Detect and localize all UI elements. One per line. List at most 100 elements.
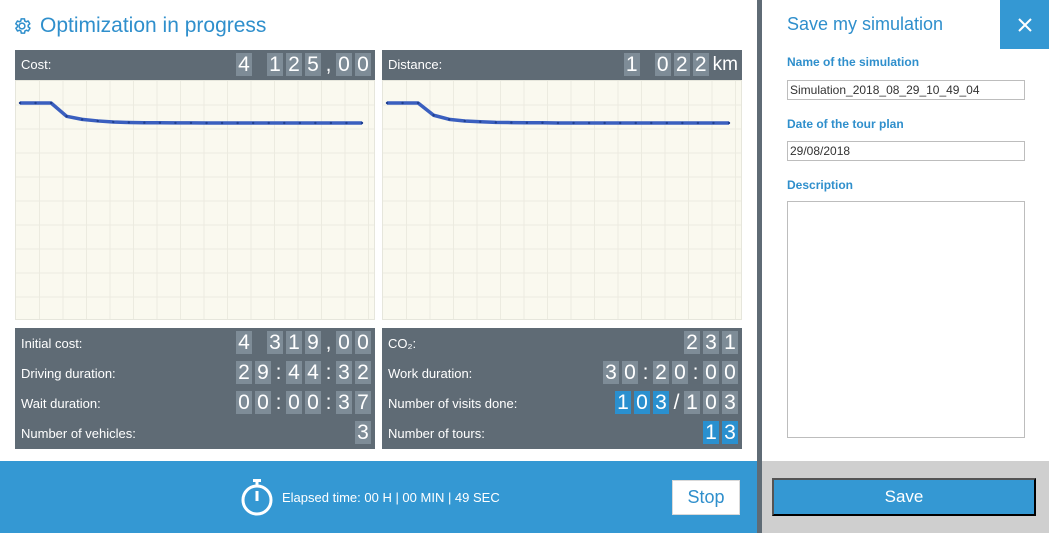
data-point	[712, 121, 715, 125]
vehicles-label: Number of vehicles:	[21, 426, 136, 441]
counter-separator: /	[673, 391, 680, 414]
visits-row: Number of visits done: 1 0 3/1 0 3	[382, 388, 742, 418]
data-point	[650, 121, 653, 125]
data-point	[205, 121, 208, 125]
data-point	[479, 120, 482, 123]
elapsed-time-text: Elapsed time: 00 H | 00 MIN | 49 SEC	[282, 489, 500, 505]
data-point	[34, 101, 37, 105]
counter-digit: 1	[286, 331, 302, 354]
simulation-name-input[interactable]	[787, 80, 1025, 100]
data-point	[618, 121, 622, 125]
data-point	[416, 101, 420, 105]
data-point	[267, 121, 270, 125]
counter-separator: ,	[325, 53, 332, 76]
panel-divider	[757, 0, 762, 533]
description-textarea[interactable]	[787, 201, 1025, 438]
vehicles-row: Number of vehicles: 3	[15, 418, 375, 448]
counter-digit: 2	[355, 361, 371, 384]
counter-digit: 0	[336, 331, 352, 354]
close-icon	[1017, 17, 1032, 32]
data-point	[525, 121, 529, 124]
distance-chart	[382, 80, 742, 320]
distance-label: Distance:	[388, 57, 443, 72]
counter-digit: 3	[653, 391, 669, 414]
counter-separator: ,	[325, 331, 332, 354]
data-point	[572, 121, 575, 125]
counter-separator: :	[642, 361, 649, 384]
counter-digit: 2	[236, 361, 252, 384]
stopwatch-icon	[241, 479, 273, 516]
counter-digit: 1	[722, 331, 738, 354]
counter-separator: :	[692, 361, 699, 384]
counter-digit: 3	[703, 331, 719, 354]
work-duration-label: Work duration:	[388, 366, 473, 381]
driving-duration-label: Driving duration:	[21, 366, 116, 381]
co2-label: CO₂:	[388, 336, 417, 351]
data-point	[18, 101, 22, 105]
data-point	[432, 114, 435, 117]
data-point	[603, 121, 606, 125]
distance-chart-svg	[383, 81, 741, 319]
counter-separator: :	[275, 391, 282, 414]
data-point	[556, 121, 560, 125]
save-footer: Save	[762, 461, 1049, 533]
data-point	[634, 121, 637, 125]
save-simulation-panel: Save my simulation Name of the simulatio…	[762, 0, 1049, 533]
initial-cost-label: Initial cost:	[21, 336, 83, 351]
data-point	[510, 121, 513, 124]
gear-icon	[15, 18, 31, 34]
counter-digit: 1	[267, 53, 283, 76]
visits-label: Number of visits done:	[388, 396, 518, 411]
counter-digit: 3	[603, 361, 619, 384]
close-button[interactable]	[1000, 0, 1049, 49]
save-button[interactable]: Save	[772, 478, 1036, 516]
counter-digit: 4	[305, 361, 321, 384]
data-point	[236, 121, 239, 125]
stop-button[interactable]: Stop	[672, 480, 740, 515]
counter-digit: 4	[286, 361, 302, 384]
counter-digit: 3	[336, 391, 352, 414]
series-line	[20, 101, 362, 125]
counter-digit: 2	[692, 53, 709, 76]
description-label: Description	[787, 178, 854, 192]
counter-digit: 0	[722, 361, 738, 384]
counter-digit: 0	[672, 361, 688, 384]
tours-label: Number of tours:	[388, 426, 485, 441]
vehicles-counter: 3	[352, 421, 371, 444]
counter-digit: 7	[355, 391, 371, 414]
counter-unit: km	[712, 54, 738, 75]
data-point	[696, 121, 700, 125]
data-point	[727, 121, 731, 125]
counter-digit: 9	[255, 361, 271, 384]
tour-date-input[interactable]	[787, 141, 1025, 161]
distance-counter: 1 0 2 2 km	[621, 53, 738, 76]
data-point	[463, 119, 466, 123]
counter-digit: 2	[286, 53, 302, 76]
date-label: Date of the tour plan	[787, 117, 904, 131]
counter-digit: 9	[305, 331, 321, 354]
counter-digit: 0	[703, 391, 719, 414]
data-point	[541, 121, 544, 124]
counter-digit: 0	[654, 53, 671, 76]
data-point	[587, 121, 591, 125]
panel-header: Optimization in progress	[12, 12, 266, 40]
data-point	[158, 121, 162, 124]
counter-digit: 1	[623, 53, 640, 76]
cost-chart	[15, 80, 375, 320]
data-point	[80, 118, 84, 121]
data-point	[143, 121, 146, 124]
counter-digit: 1	[615, 391, 631, 414]
counter-digit: 0	[622, 361, 638, 384]
counter-digit: 3	[355, 421, 371, 444]
